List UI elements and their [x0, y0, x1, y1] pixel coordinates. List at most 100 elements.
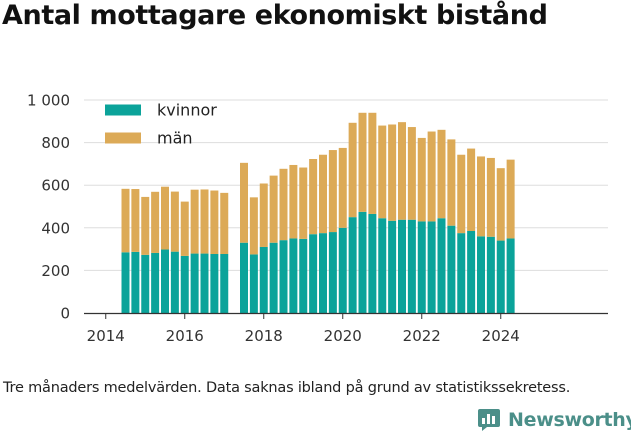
bar-kvinnor[interactable] [269, 242, 278, 313]
bar-man[interactable] [427, 131, 436, 222]
bar-man[interactable] [417, 137, 426, 222]
bar-man[interactable] [348, 122, 357, 218]
legend-label: män [157, 129, 193, 148]
bar-kvinnor[interactable] [358, 211, 367, 313]
bar-man[interactable] [467, 148, 476, 231]
bar-kvinnor[interactable] [309, 234, 318, 313]
bar-man[interactable] [220, 192, 229, 254]
bar-man[interactable] [141, 196, 150, 255]
bar-kvinnor[interactable] [289, 238, 298, 313]
bar-man[interactable] [447, 139, 456, 226]
bar-kvinnor[interactable] [279, 240, 288, 313]
bar-series [121, 112, 515, 313]
bar-man[interactable] [121, 188, 130, 253]
bar-man[interactable] [279, 168, 288, 241]
bar-kvinnor[interactable] [220, 253, 229, 313]
y-tick-label: 800 [41, 134, 70, 152]
bar-kvinnor[interactable] [141, 254, 150, 313]
x-tick-label: 2014 [87, 327, 125, 345]
bar-man[interactable] [338, 147, 347, 228]
legend-swatch-man [105, 132, 141, 144]
bar-man[interactable] [496, 168, 505, 241]
bar-man[interactable] [180, 201, 189, 256]
y-tick-label: 600 [41, 177, 70, 195]
bar-kvinnor[interactable] [477, 236, 485, 313]
bar-man[interactable] [309, 159, 318, 235]
bar-man[interactable] [368, 112, 377, 214]
bar-man[interactable] [259, 183, 268, 247]
chart-caption: Tre månaders medelvärden. Data saknas ib… [3, 380, 571, 396]
bar-man[interactable] [210, 190, 219, 254]
bar-kvinnor[interactable] [407, 219, 416, 313]
bar-man[interactable] [477, 156, 485, 237]
bar-kvinnor[interactable] [378, 218, 387, 313]
bar-man[interactable] [319, 154, 327, 234]
bar-kvinnor[interactable] [427, 221, 436, 313]
bar-man[interactable] [151, 191, 160, 253]
y-tick-label: 0 [60, 305, 70, 323]
bar-kvinnor[interactable] [506, 238, 515, 313]
bar-kvinnor[interactable] [319, 233, 327, 313]
bar-kvinnor[interactable] [249, 254, 258, 313]
bar-man[interactable] [457, 154, 466, 234]
x-tick-label: 2022 [403, 327, 441, 345]
bar-man[interactable] [299, 167, 308, 239]
bar-man[interactable] [249, 197, 258, 255]
x-axis-ticks: 2014 2016 2018 2020 2022 2024 [87, 313, 520, 345]
bar-kvinnor[interactable] [496, 240, 505, 313]
x-tick-label: 2024 [482, 327, 520, 345]
bar-kvinnor[interactable] [328, 232, 337, 313]
bar-man[interactable] [269, 175, 278, 243]
bar-kvinnor[interactable] [240, 242, 248, 313]
bar-man[interactable] [161, 186, 169, 250]
x-tick-label: 2018 [245, 327, 283, 345]
bar-man[interactable] [190, 189, 199, 254]
bar-man[interactable] [378, 125, 387, 219]
bar-kvinnor[interactable] [190, 253, 199, 313]
bar-man[interactable] [240, 162, 248, 243]
bar-man[interactable] [407, 127, 416, 220]
legend-swatch-kvinnor [105, 104, 141, 116]
bar-man[interactable] [170, 191, 179, 252]
y-axis-ticks: 0 200 400 600 800 1 000 [27, 92, 70, 323]
bar-kvinnor[interactable] [348, 217, 357, 313]
bar-kvinnor[interactable] [180, 255, 189, 313]
bar-kvinnor[interactable] [121, 252, 130, 313]
chart-title: Antal mottagare ekonomiskt bistånd [2, 0, 548, 31]
bar-kvinnor[interactable] [368, 213, 377, 313]
bar-man[interactable] [328, 150, 337, 233]
bar-man[interactable] [486, 157, 495, 237]
bar-kvinnor[interactable] [151, 252, 160, 313]
legend: kvinnor män [105, 101, 217, 148]
x-tick-label: 2016 [166, 327, 204, 345]
bar-kvinnor[interactable] [338, 227, 347, 313]
bar-kvinnor[interactable] [170, 251, 179, 313]
bar-man[interactable] [131, 189, 140, 252]
bar-man[interactable] [358, 112, 367, 212]
bar-kvinnor[interactable] [161, 249, 169, 313]
bar-kvinnor[interactable] [417, 221, 426, 313]
bar-kvinnor[interactable] [486, 236, 495, 313]
newsworthy-logo[interactable]: Newsworthy [476, 407, 631, 433]
bar-kvinnor[interactable] [398, 219, 406, 313]
newsworthy-chat-bar-icon [478, 409, 500, 431]
bar-kvinnor[interactable] [131, 251, 140, 313]
bar-man[interactable] [289, 164, 298, 239]
bar-kvinnor[interactable] [388, 220, 397, 313]
bar-kvinnor[interactable] [467, 230, 476, 313]
bar-man[interactable] [200, 189, 209, 254]
bar-kvinnor[interactable] [437, 218, 446, 313]
bar-kvinnor[interactable] [299, 238, 308, 313]
bar-kvinnor[interactable] [259, 246, 268, 313]
bar-man[interactable] [398, 122, 406, 220]
bar-man[interactable] [437, 129, 446, 219]
bar-man[interactable] [506, 159, 515, 239]
bar-kvinnor[interactable] [457, 233, 466, 313]
bar-kvinnor[interactable] [200, 253, 209, 313]
bar-kvinnor[interactable] [210, 253, 219, 313]
bar-man[interactable] [388, 124, 397, 221]
bar-kvinnor[interactable] [447, 225, 456, 313]
legend-label: kvinnor [157, 101, 217, 120]
brand-name: Newsworthy [508, 409, 631, 431]
